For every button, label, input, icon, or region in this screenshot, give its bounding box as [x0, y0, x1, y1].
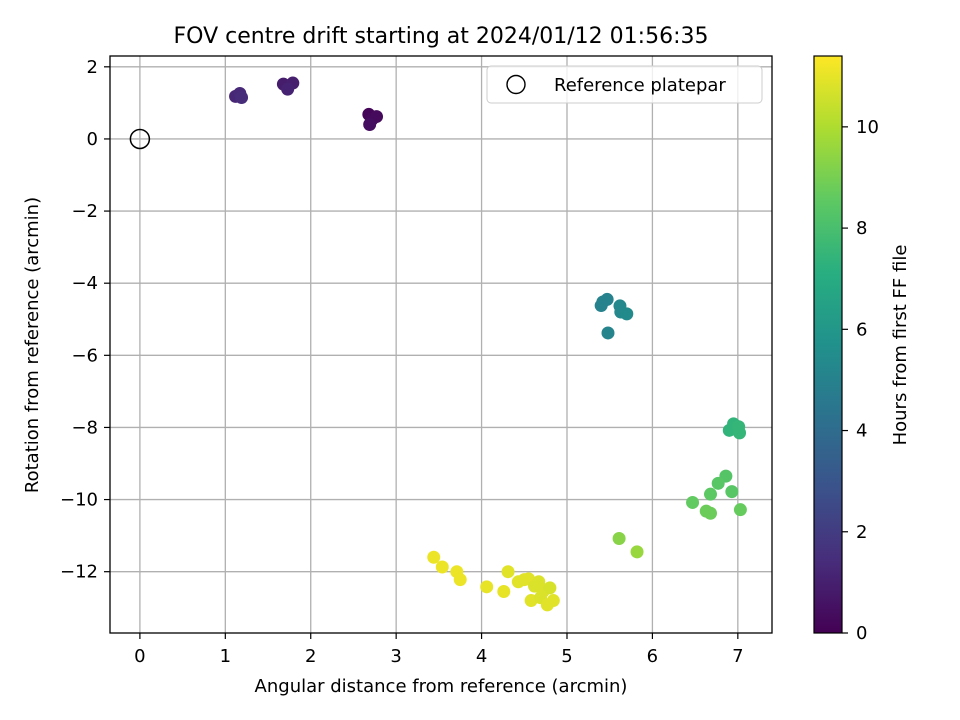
colorbar-tick-label: 6	[856, 319, 867, 340]
data-point	[497, 585, 511, 599]
x-tick-label: 2	[305, 646, 316, 667]
colorbar-label: Hours from first FF file	[890, 245, 911, 446]
x-tick-label: 1	[220, 646, 231, 667]
data-point	[733, 426, 747, 440]
y-tick-label: −8	[71, 417, 98, 438]
data-point	[725, 485, 739, 499]
data-point	[601, 326, 615, 340]
colorbar-tick-label: 8	[856, 218, 867, 239]
data-point	[281, 82, 295, 96]
data-point	[620, 307, 634, 321]
data-point	[235, 90, 249, 104]
x-tick-label: 4	[476, 646, 487, 667]
y-tick-label: −4	[71, 273, 98, 294]
data-point	[532, 575, 546, 589]
data-point	[363, 118, 377, 132]
x-tick-label: 5	[561, 646, 572, 667]
colorbar-tick-label: 0	[856, 623, 867, 644]
x-tick-label: 3	[390, 646, 401, 667]
colorbar: 0 2 4 6 8 10 Hours from first FF file	[813, 55, 911, 644]
colorbar-frame	[813, 55, 843, 634]
data-point	[733, 503, 747, 517]
data-point	[711, 476, 725, 490]
colorbar-gradient	[814, 56, 842, 633]
reference-point	[129, 128, 151, 150]
y-tick-label: −12	[60, 562, 98, 583]
data-point	[686, 495, 700, 509]
data-point	[703, 487, 717, 501]
x-tick-label: 7	[732, 646, 743, 667]
y-tick-label: 2	[87, 57, 98, 78]
legend: Reference platepar	[486, 65, 763, 104]
y-tick-label: −6	[71, 345, 98, 366]
data-point	[480, 580, 494, 594]
colorbar-tick-label: 10	[856, 117, 879, 138]
reference-marker	[129, 128, 151, 150]
plot-frame	[109, 55, 773, 634]
x-axis-ticks: 0 1 2 3 4 5 6 7	[134, 633, 744, 667]
data-point	[543, 581, 557, 595]
grid	[110, 56, 772, 633]
data-point	[501, 565, 515, 579]
legend-label: Reference platepar	[554, 75, 726, 96]
data-point	[435, 560, 449, 574]
y-tick-label: 0	[87, 129, 98, 150]
y-axis-label: Rotation from reference (arcmin)	[22, 197, 43, 493]
chart-title: FOV centre drift starting at 2024/01/12 …	[174, 24, 709, 49]
data-point	[546, 594, 560, 608]
data-point	[453, 573, 467, 587]
x-tick-label: 0	[134, 646, 145, 667]
data-point	[600, 292, 614, 306]
data-point	[630, 545, 644, 559]
legend-box	[486, 65, 763, 104]
colorbar-ticks: 0 2 4 6 8 10	[842, 117, 879, 644]
colorbar-tick-label: 2	[856, 522, 867, 543]
y-tick-label: −2	[71, 201, 98, 222]
legend-reference-icon	[506, 74, 526, 95]
y-tick-label: −10	[60, 490, 98, 511]
data-point	[612, 532, 626, 546]
colorbar-tick-label: 4	[856, 421, 867, 442]
data-point	[703, 506, 717, 520]
y-axis-ticks: 2 0 −2 −4 −6 −8 −10 −12	[60, 57, 110, 583]
data-point	[427, 550, 441, 564]
data-points	[229, 76, 747, 612]
x-axis-label: Angular distance from reference (arcmin)	[255, 676, 628, 697]
x-tick-label: 6	[647, 646, 658, 667]
